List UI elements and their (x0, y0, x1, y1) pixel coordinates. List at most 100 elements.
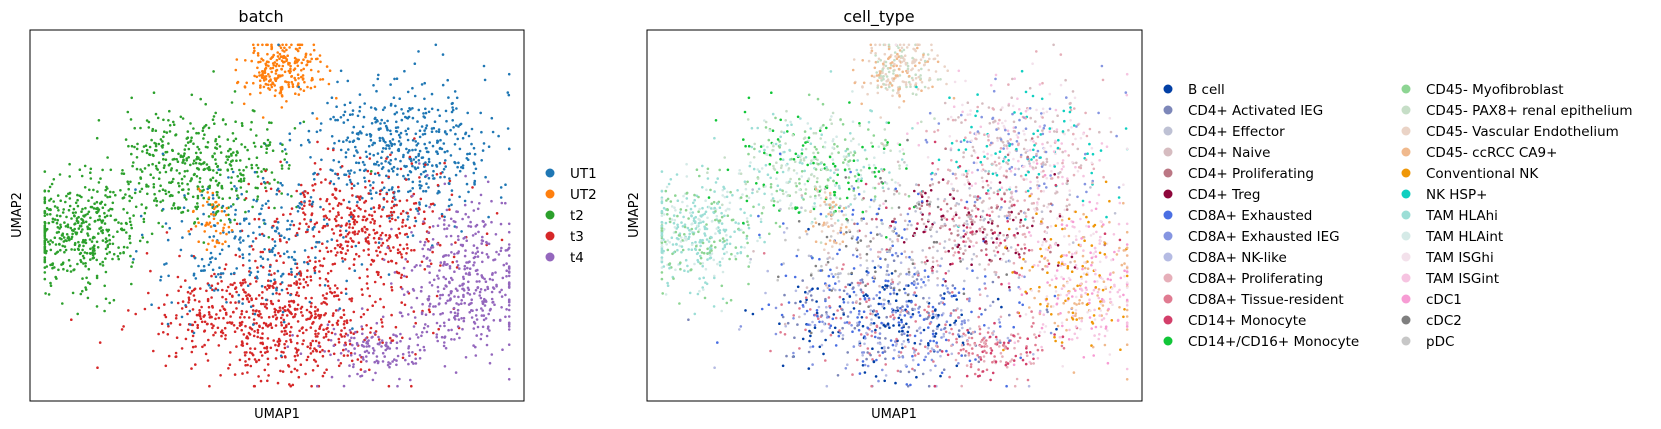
data-point (180, 182, 184, 185)
data-point (341, 257, 344, 260)
data-point (437, 277, 440, 280)
data-point (1011, 77, 1014, 81)
data-point (108, 238, 111, 242)
data-point (988, 143, 992, 147)
data-point (472, 244, 476, 247)
data-point (491, 130, 495, 134)
data-point (246, 363, 249, 367)
data-point (1032, 155, 1036, 159)
data-point (210, 212, 213, 216)
data-point (962, 155, 965, 159)
data-point (200, 305, 203, 309)
data-point (280, 192, 284, 195)
data-point (83, 164, 87, 168)
data-point (280, 350, 283, 354)
data-point (44, 292, 47, 295)
data-point (989, 181, 993, 184)
data-point (290, 220, 294, 223)
data-point (259, 250, 263, 254)
data-point (456, 264, 460, 267)
data-point (156, 116, 160, 120)
data-point (685, 162, 688, 166)
data-point (260, 316, 263, 319)
data-point (849, 203, 852, 206)
data-point (149, 173, 152, 176)
data-point (889, 55, 892, 59)
data-point (260, 182, 263, 186)
data-point (192, 209, 195, 213)
data-point (1041, 175, 1045, 179)
data-point (384, 344, 387, 347)
data-point (271, 315, 275, 318)
data-point (46, 213, 49, 216)
data-point (297, 272, 301, 275)
data-point (1007, 104, 1010, 107)
data-point (309, 279, 313, 282)
data-point (135, 167, 139, 171)
data-point (914, 73, 917, 76)
data-point (148, 145, 152, 149)
data-point (1042, 169, 1045, 173)
data-point (450, 338, 453, 341)
data-point (1014, 189, 1018, 193)
data-point (453, 314, 457, 318)
data-point (1002, 174, 1006, 178)
data-point (93, 252, 97, 255)
data-point (315, 221, 319, 224)
data-point (814, 131, 818, 135)
data-point (446, 263, 449, 266)
data-point (409, 170, 413, 174)
data-point (190, 289, 194, 293)
data-point (357, 254, 361, 258)
data-point (51, 220, 55, 224)
data-point (135, 250, 138, 253)
data-point (350, 336, 353, 340)
data-point (317, 344, 320, 348)
data-point (920, 89, 923, 92)
data-point (415, 296, 419, 300)
data-point (445, 235, 448, 238)
data-point (214, 200, 218, 204)
data-point (442, 142, 446, 145)
data-point (256, 195, 260, 198)
data-point (726, 190, 729, 194)
data-point (902, 43, 906, 47)
data-point (992, 108, 995, 111)
data-point (879, 59, 882, 62)
data-point (327, 320, 331, 324)
data-point (302, 120, 306, 124)
data-point (43, 201, 47, 205)
data-point (336, 80, 339, 84)
data-point (359, 315, 363, 319)
data-point (352, 215, 356, 218)
data-point (143, 211, 147, 215)
data-point (146, 240, 149, 244)
data-point (434, 43, 438, 47)
data-point (476, 286, 480, 289)
data-point (1005, 188, 1009, 192)
data-point (388, 140, 392, 143)
data-point (84, 206, 87, 210)
data-point (78, 252, 82, 256)
data-point (666, 284, 670, 288)
data-point (420, 125, 424, 128)
data-point (60, 237, 63, 241)
data-point (86, 212, 89, 216)
data-point (285, 161, 289, 164)
data-point (1044, 163, 1047, 166)
data-point (376, 160, 379, 164)
data-point (999, 108, 1003, 112)
panel-cell-type-title: cell_type (843, 7, 914, 27)
data-point (709, 254, 712, 257)
data-point (928, 57, 931, 61)
data-point (463, 301, 467, 305)
data-point (161, 140, 164, 143)
data-point (258, 212, 261, 216)
data-point (351, 327, 354, 330)
data-point (660, 170, 664, 173)
data-point (240, 328, 243, 332)
data-point (261, 43, 264, 47)
data-point (81, 207, 84, 211)
data-point (305, 275, 309, 279)
